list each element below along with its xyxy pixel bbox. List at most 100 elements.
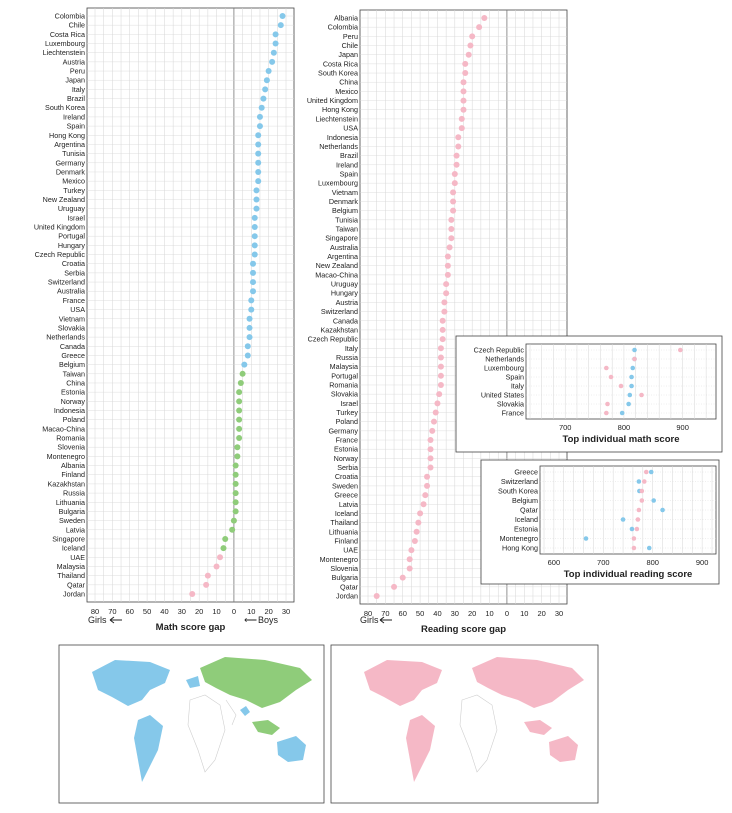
math-dot: [265, 68, 272, 75]
math-country-label: Mexico: [62, 177, 85, 186]
reading-dot: [455, 143, 462, 150]
reading-country-label: Australia: [330, 243, 358, 252]
math-dot: [232, 499, 239, 506]
top-math-country-label: Spain: [506, 373, 524, 382]
math-dot: [262, 86, 269, 93]
reading-dot: [451, 180, 458, 187]
math-country-label: Argentina: [54, 140, 85, 149]
math-tick-label: 20: [264, 607, 272, 616]
reading-country-label: Taiwan: [336, 225, 358, 234]
top-reading-country-label: Switzerland: [501, 477, 538, 486]
math-country-label: Jordan: [63, 590, 85, 599]
math-country-label: Costa Rica: [50, 30, 85, 39]
reading-country-label: Brazil: [340, 151, 358, 160]
top-math-dot-boys: [627, 392, 633, 398]
top-math-plot-frame: [525, 343, 717, 420]
math-country-label: USA: [70, 305, 85, 314]
reading-dot: [462, 60, 469, 67]
math-country-label: Romania: [56, 434, 85, 443]
top-reading-dot-boys: [629, 526, 635, 532]
math-country-label: Poland: [63, 415, 85, 424]
reading-dot: [460, 97, 467, 104]
reading-dot: [437, 372, 444, 379]
math-tick-label: 30: [178, 607, 186, 616]
math-country-label: Indonesia: [54, 406, 85, 415]
reading-dot: [453, 161, 460, 168]
reading-country-label: Norway: [334, 454, 359, 463]
math-dot: [232, 490, 239, 497]
math-dot: [255, 168, 262, 175]
math-dot: [232, 471, 239, 478]
math-tick-label: 10: [212, 607, 220, 616]
reading-country-label: Japan: [338, 50, 358, 59]
math-dot: [269, 58, 276, 65]
reading-country-label: Greece: [334, 491, 358, 500]
math-axis-title: Math score gap: [156, 622, 226, 633]
reading-country-label: Peru: [343, 32, 358, 41]
reading-country-label: Italy: [345, 344, 359, 353]
reading-dot: [453, 152, 460, 159]
top-math-dot-boys: [629, 374, 634, 380]
top-math-dot-boys: [626, 401, 631, 407]
reading-dot: [444, 253, 451, 260]
top-reading-dot-boys: [660, 507, 665, 513]
math-dot: [234, 453, 241, 460]
reading-country-label: Macao-China: [315, 270, 358, 279]
math-dot: [232, 508, 239, 515]
top-math-dot-girls: [604, 365, 609, 371]
math-dot: [236, 435, 243, 442]
reading-dot: [443, 281, 450, 288]
reading-dot: [455, 134, 462, 141]
reading-tick-label: 40: [433, 609, 441, 618]
reading-dot: [422, 492, 429, 499]
reading-dot: [413, 528, 420, 535]
math-country-label: Brazil: [67, 94, 85, 103]
reading-dot: [420, 501, 427, 508]
girls-boys-labels: Girls ⟵ Boys Girls: [88, 615, 379, 625]
reading-dot: [437, 381, 444, 388]
math-dot: [255, 132, 262, 139]
math-country-label: Iceland: [62, 544, 85, 553]
math-country-label: Spain: [67, 122, 85, 131]
math-dot: [248, 306, 255, 313]
reading-dot: [460, 79, 467, 86]
math-country-label: Croatia: [62, 259, 85, 268]
reading-country-label: Denmark: [329, 197, 359, 206]
math-country-label: Finland: [61, 470, 85, 479]
reading-country-label: Costa Rica: [323, 59, 358, 68]
reading-dot: [441, 299, 448, 306]
top-reading-dot-girls: [631, 545, 637, 551]
math-dot: [251, 214, 258, 221]
reading-country-label: Tunisia: [335, 215, 358, 224]
math-dot: [251, 224, 258, 231]
australia-shape: [277, 736, 306, 762]
math-tick-label: 80: [91, 607, 99, 616]
reading-country-label: Russia: [336, 353, 358, 362]
top-reading-dot-girls: [636, 507, 642, 513]
reading-tick-label: 50: [416, 609, 424, 618]
math-country-label: Portugal: [58, 232, 85, 241]
math-country-label: Sweden: [59, 516, 85, 525]
arrows: [109, 616, 392, 624]
math-country-label: Montenegro: [47, 452, 85, 461]
reading-country-label: Spain: [340, 169, 358, 178]
math-country-label: Hungary: [58, 241, 86, 250]
math-dot: [244, 352, 251, 359]
top-reading-dot-girls: [631, 536, 637, 541]
reading-dot: [373, 593, 380, 599]
top-reading-dot-boys: [648, 469, 654, 475]
top-reading-country-label: Belgium: [512, 496, 538, 505]
reading-country-label: Argentina: [327, 252, 358, 261]
math-dot: [255, 141, 262, 148]
top-math-country-label: France: [502, 409, 524, 418]
reading-dot: [417, 510, 424, 517]
math-country-label: Albania: [61, 461, 85, 470]
math-dot: [246, 315, 253, 322]
math-country-label: Latvia: [66, 525, 85, 534]
reading-country-label: Germany: [328, 426, 358, 435]
top-reading-tick-label: 900: [696, 558, 709, 567]
reading-country-label: Montenegro: [320, 555, 358, 564]
math-dot: [232, 480, 239, 487]
math-dot: [253, 205, 260, 212]
math-country-label: United Kingdom: [34, 223, 85, 232]
